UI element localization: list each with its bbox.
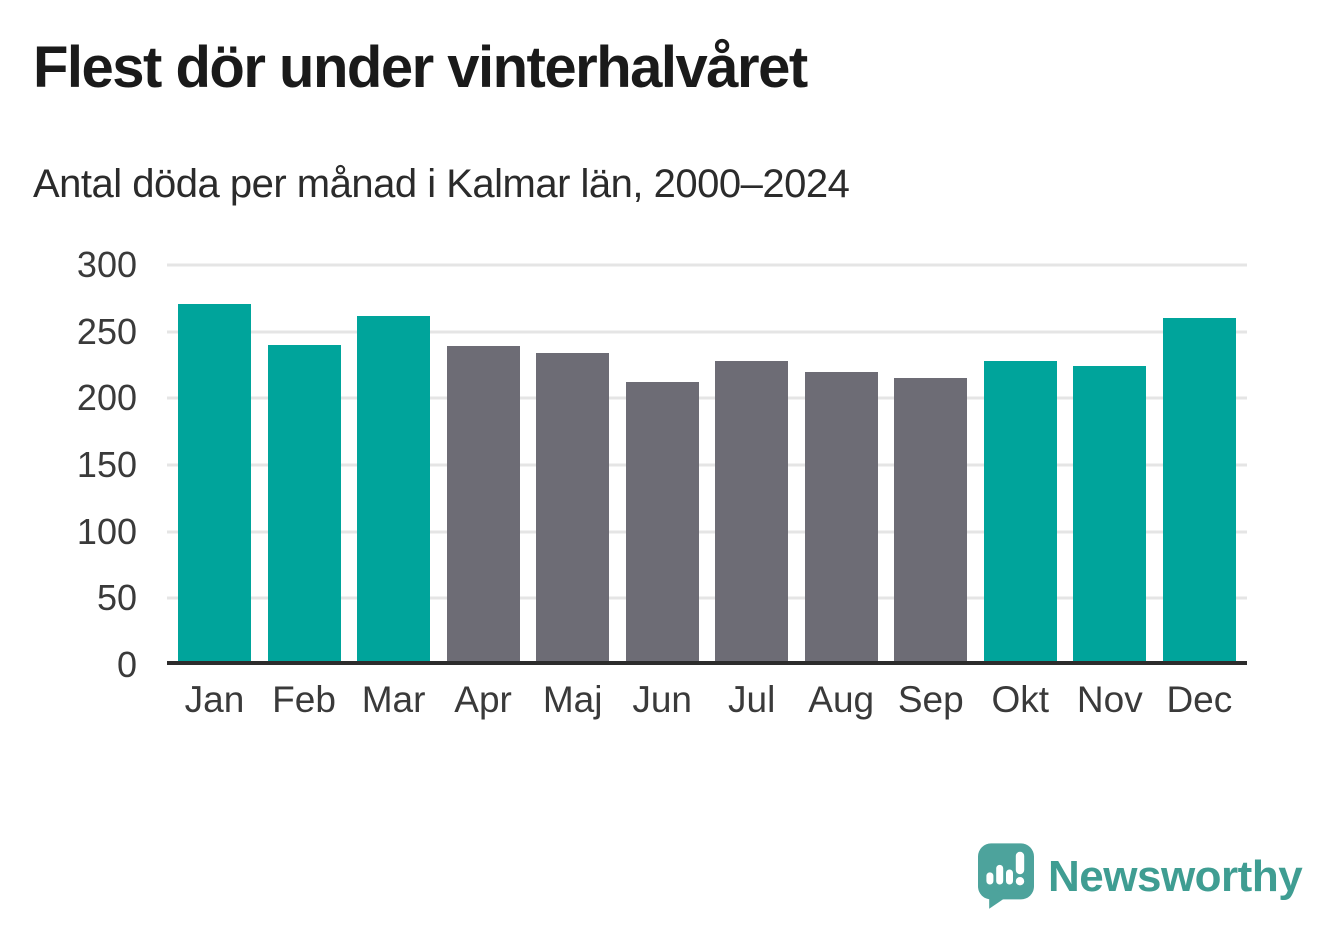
gridline-100 (167, 530, 1247, 534)
x-axis-label-jan: Jan (184, 679, 245, 720)
gridline-300 (167, 263, 1247, 267)
x-axis-label-apr: Apr (454, 679, 512, 720)
y-axis-tick-label-250: 250 (76, 310, 137, 352)
chart-title: Flest dör under vinterhalvåret (33, 35, 808, 100)
bar-column-okt: Okt (983, 265, 1057, 718)
bar-feb (267, 345, 341, 661)
bar-column-feb: Feb (267, 265, 341, 718)
x-axis-label-mar: Mar (361, 679, 426, 720)
x-axis-label-jun: Jun (632, 679, 692, 720)
newsworthy-wordmark: Newsworthy (1048, 852, 1303, 901)
bar-column-dec: Dec (1162, 265, 1236, 718)
bar-dec (1162, 318, 1236, 661)
gridline-200 (167, 396, 1247, 400)
bar-column-aug: Aug (804, 265, 878, 718)
plot-area: 0 50 100 150 200 250 300 Jan Feb Mar Apr Maj Jun Jul A… (77, 247, 1247, 718)
bar-column-mar: Mar (357, 265, 431, 718)
y-axis-tick-label-0: 0 (116, 644, 137, 685)
y-axis-tick-label-300: 300 (76, 244, 137, 285)
newsworthy-bubble-icon (978, 843, 1034, 909)
bar-okt (983, 361, 1057, 661)
bar-column-jul: Jul (715, 265, 789, 718)
bar-maj (536, 353, 610, 661)
bar-nov (1073, 366, 1147, 661)
y-axis-tick-label-50: 50 (96, 577, 137, 619)
x-axis-label-jul: Jul (728, 679, 776, 720)
bar-column-maj: Maj (536, 265, 610, 718)
bar-column-sep: Sep (894, 265, 968, 718)
y-axis-tick-label-200: 200 (76, 377, 137, 419)
bar-mar (357, 316, 431, 661)
bars-container: Jan Feb Mar Apr Maj Jun Jul Aug Sep Okt Nov Dec (167, 265, 1247, 718)
bar-column-apr: Apr (446, 265, 520, 718)
bar-column-jun: Jun (625, 265, 699, 718)
y-axis-tick-label-150: 150 (76, 444, 137, 485)
x-axis-label-nov: Nov (1076, 679, 1143, 720)
chart-subtitle: Antal döda per månad i Kalmar län, 2000–… (33, 162, 850, 206)
gridline-250 (167, 330, 1247, 334)
x-axis-label-dec: Dec (1166, 679, 1233, 720)
x-axis-label-sep: Sep (897, 679, 964, 720)
x-axis-label-aug: Aug (808, 679, 875, 720)
x-axis-label-maj: Maj (542, 679, 603, 720)
y-axis-tick-label-100: 100 (76, 510, 137, 552)
bar-aug (804, 372, 878, 661)
bar-jan (178, 304, 251, 661)
bar-jun (625, 382, 699, 661)
gridline-50 (167, 596, 1247, 600)
gridline-150 (167, 463, 1247, 467)
bar-sep (894, 378, 968, 661)
x-axis-label-feb: Feb (272, 679, 336, 720)
bar-jul (715, 361, 789, 661)
newsworthy-logo-link[interactable]: Newsworthy (978, 843, 1303, 911)
x-axis-label-okt: Okt (991, 679, 1050, 720)
bar-column-nov: Nov (1073, 265, 1147, 718)
bar-apr (446, 346, 520, 661)
bar-column-jan: Jan (178, 265, 251, 718)
